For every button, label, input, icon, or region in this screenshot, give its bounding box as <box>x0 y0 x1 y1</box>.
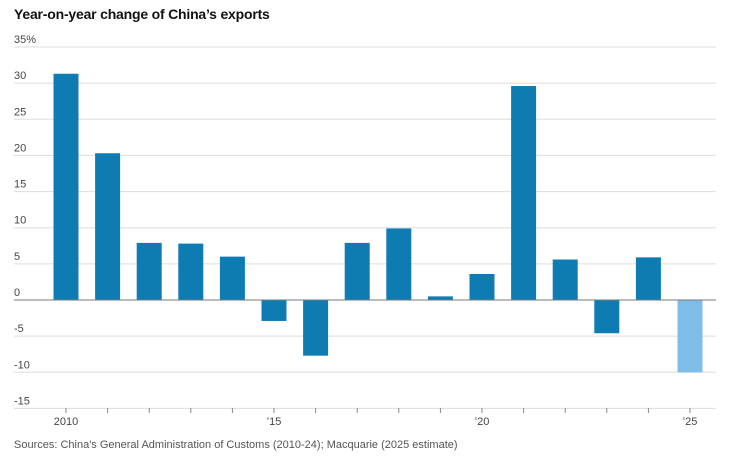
bar-2025 <box>677 300 703 373</box>
bar-2010 <box>53 73 79 300</box>
bar-2022 <box>552 259 578 300</box>
bar-2012 <box>136 242 162 300</box>
bar-2016 <box>303 300 329 356</box>
bar-2024 <box>635 257 661 300</box>
bar-2020 <box>469 273 495 300</box>
y-tick-label: 25 <box>14 106 26 118</box>
bar-2013 <box>178 243 204 300</box>
y-tick-label: 15 <box>14 179 26 191</box>
x-tick-label: 2010 <box>54 416 78 428</box>
bar-2023 <box>594 300 620 334</box>
bar-2021 <box>511 86 537 300</box>
y-tick-label: -15 <box>14 395 30 407</box>
y-tick-label: 20 <box>14 142 26 154</box>
x-tick-label: ’20 <box>475 416 490 428</box>
y-tick-label: 10 <box>14 215 26 227</box>
y-tick-label: 0 <box>14 287 20 299</box>
y-tick-label: -10 <box>14 359 30 371</box>
x-axis-ticks: 2010 ’15 ’20 ’25 <box>54 408 698 428</box>
x-tick-label: ’15 <box>267 416 282 428</box>
gridlines <box>14 46 716 409</box>
chart-title: Year-on-year change of China’s exports <box>14 6 270 22</box>
y-tick-label: 5 <box>14 251 20 263</box>
bar-2015 <box>261 300 287 321</box>
source-note: Sources: China's General Administration … <box>14 439 458 451</box>
bars <box>53 73 703 373</box>
bar-2019 <box>427 296 453 300</box>
y-tick-label: 30 <box>14 70 26 82</box>
x-tick-label: ’25 <box>683 416 698 428</box>
y-tick-label: 35% <box>14 34 36 46</box>
bar-2017 <box>344 242 370 300</box>
bar-2011 <box>95 153 121 300</box>
y-tick-label: -5 <box>14 323 24 335</box>
bar-2018 <box>386 228 412 300</box>
y-axis-ticks: 35% 30 25 20 15 10 5 0 -5 -10 -15 <box>14 34 36 407</box>
bar-2014 <box>219 256 245 300</box>
